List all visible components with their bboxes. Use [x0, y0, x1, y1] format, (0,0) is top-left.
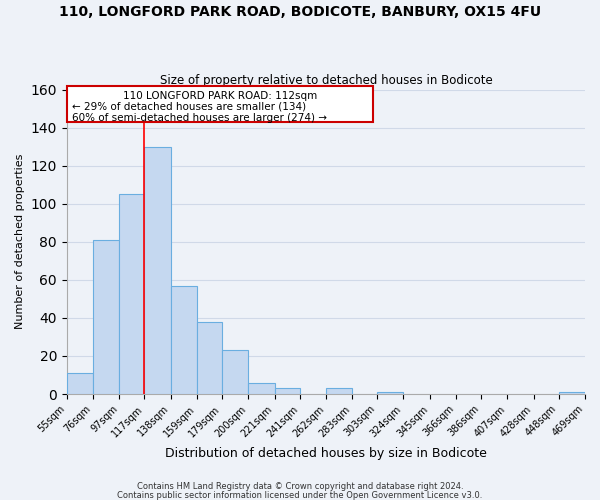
Text: ← 29% of detached houses are smaller (134): ← 29% of detached houses are smaller (13… [72, 102, 306, 112]
Title: Size of property relative to detached houses in Bodicote: Size of property relative to detached ho… [160, 74, 492, 87]
Y-axis label: Number of detached properties: Number of detached properties [15, 154, 25, 330]
Bar [197, 322, 222, 394]
Text: 110 LONGFORD PARK ROAD: 112sqm: 110 LONGFORD PARK ROAD: 112sqm [123, 90, 317, 101]
Text: 60% of semi-detached houses are larger (274) →: 60% of semi-detached houses are larger (… [72, 114, 327, 124]
Bar [222, 350, 248, 394]
Text: Contains public sector information licensed under the Open Government Licence v3: Contains public sector information licen… [118, 491, 482, 500]
Bar [275, 388, 299, 394]
Bar [145, 146, 170, 394]
Bar [326, 388, 352, 394]
Bar [67, 373, 93, 394]
Bar [119, 194, 145, 394]
Bar [248, 382, 275, 394]
X-axis label: Distribution of detached houses by size in Bodicote: Distribution of detached houses by size … [165, 447, 487, 460]
Bar [93, 240, 119, 394]
Bar [377, 392, 403, 394]
Text: 110, LONGFORD PARK ROAD, BODICOTE, BANBURY, OX15 4FU: 110, LONGFORD PARK ROAD, BODICOTE, BANBU… [59, 5, 541, 19]
FancyBboxPatch shape [67, 86, 373, 122]
Text: Contains HM Land Registry data © Crown copyright and database right 2024.: Contains HM Land Registry data © Crown c… [137, 482, 463, 491]
Bar [559, 392, 585, 394]
Bar [170, 286, 197, 394]
